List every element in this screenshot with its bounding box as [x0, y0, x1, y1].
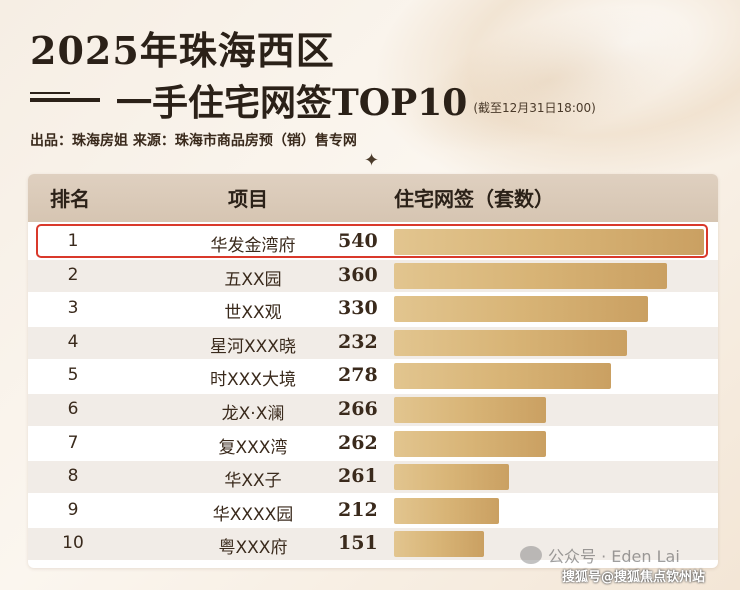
table-row: 4 星河XXX晓 232: [28, 326, 718, 359]
rank-label: 2: [67, 264, 79, 285]
cutoff-note: (截至12月31日18:00): [473, 101, 596, 115]
project-label: 时XXX大境: [210, 370, 296, 391]
sohu-watermark: 搜狐号@搜狐焦点钦州站: [562, 570, 706, 585]
table-row: 9 华XXXX园 212: [28, 495, 718, 527]
table-row: 7 复XXX湾 262: [28, 428, 718, 460]
rank-label: 3: [67, 298, 79, 319]
table-row: 10 粤XXX府 151: [28, 528, 718, 561]
bar: [394, 229, 704, 255]
table-header: 排名 项目 住宅网签（套数）: [28, 174, 718, 222]
bar: [394, 464, 509, 491]
project-label: 星河XXX晓: [210, 336, 296, 357]
rank-label: 7: [67, 432, 79, 453]
wechat-watermark: 公众号 · Eden Lai: [520, 543, 680, 567]
value-label: 266: [338, 398, 378, 420]
rank-label: 9: [67, 499, 79, 520]
bar: [394, 329, 627, 356]
value-label: 232: [338, 330, 378, 353]
value-label: 360: [338, 263, 378, 286]
project-label: 世XX观: [224, 303, 282, 324]
rank-label: 1: [67, 231, 79, 251]
column-header-rank: 排名: [50, 187, 90, 211]
subtitle-row: 一手住宅网签TOP10 (截至12月31日18:00): [30, 78, 596, 124]
table-row: 8 华XX子 261: [28, 461, 718, 494]
value-label: 212: [338, 498, 378, 521]
table-row: 3 世XX观 330: [28, 293, 718, 325]
value-label: 330: [338, 297, 378, 320]
project-label: 复XXX湾: [218, 437, 288, 458]
rank-label: 8: [67, 466, 79, 487]
wechat-watermark-text: 公众号 · Eden Lai: [548, 547, 680, 566]
project-label: 龙X·X澜: [221, 404, 285, 424]
bar: [394, 397, 546, 423]
value-label: 151: [338, 532, 378, 555]
bar: [394, 296, 649, 323]
project-label: 五XX园: [224, 269, 282, 290]
rank-label: 10: [62, 533, 84, 554]
table-row: 2 五XX园 360: [28, 259, 718, 292]
rank-label: 5: [67, 365, 79, 386]
project-label: 华XX子: [224, 471, 282, 492]
table-row: 6 龙X·X澜 266: [28, 394, 718, 426]
value-label: 278: [338, 364, 378, 387]
rank-label: 4: [67, 331, 79, 352]
project-label: 粤XXX府: [218, 538, 288, 559]
bar: [394, 363, 611, 390]
table-row: 5 时XXX大境 278: [28, 360, 718, 392]
ranking-table: 排名 项目 住宅网签（套数） 1 华发金湾府 540 2 五XX园 360 3 世XX观 330…: [28, 174, 718, 568]
column-header-value: 住宅网签（套数）: [394, 187, 554, 211]
project-label: 华XXXX园: [212, 504, 294, 525]
bar: [394, 497, 500, 524]
value-label: 261: [338, 465, 378, 488]
bar: [394, 430, 546, 457]
bar: [394, 531, 484, 558]
page-title: 2025年珠海西区: [30, 28, 335, 73]
bar: [394, 262, 667, 289]
value-label: 540: [338, 230, 378, 252]
credits-line: 出品：珠海房姐 来源：珠海市商品房预（销）售专网: [30, 133, 357, 149]
top-row-highlight: [36, 224, 708, 258]
sparkle-icon: ✦: [364, 150, 380, 171]
table-row: 1 华发金湾府 540: [28, 226, 718, 258]
project-label: 华发金湾府: [210, 236, 296, 256]
column-header-project: 项目: [228, 187, 268, 211]
wechat-icon: [520, 546, 542, 564]
page-subtitle: 一手住宅网签TOP10: [116, 82, 468, 124]
title-dash-ornament: [30, 92, 100, 102]
value-label: 262: [338, 431, 378, 454]
rank-label: 6: [67, 399, 79, 419]
